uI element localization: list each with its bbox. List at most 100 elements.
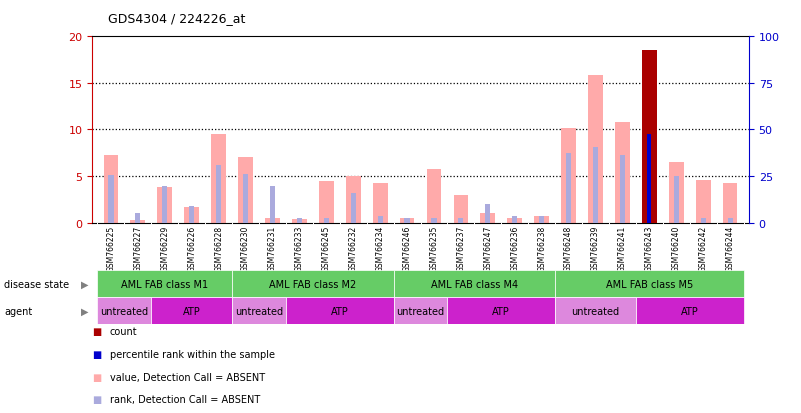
Bar (211, 135, 226, 223)
Bar (265, 218, 280, 223)
Text: count: count (110, 326, 137, 336)
Bar (453, 195, 469, 223)
Text: GSM766245: GSM766245 (322, 225, 331, 272)
Bar (588, 76, 603, 223)
Bar (297, 218, 302, 223)
Bar (405, 218, 409, 223)
Text: GSM766234: GSM766234 (376, 225, 384, 272)
Bar (377, 216, 383, 223)
Bar (108, 176, 114, 223)
Bar (481, 214, 495, 223)
Bar (701, 218, 706, 223)
Bar (647, 135, 651, 223)
Text: GSM766225: GSM766225 (107, 225, 115, 271)
Text: ■: ■ (92, 372, 102, 382)
Text: GSM766227: GSM766227 (134, 225, 143, 271)
Text: AML FAB class M5: AML FAB class M5 (606, 279, 693, 289)
Text: GSM766246: GSM766246 (403, 225, 412, 272)
Bar (135, 214, 140, 223)
Text: GSM766229: GSM766229 (160, 225, 169, 271)
Bar (669, 163, 684, 223)
Bar (238, 158, 253, 223)
Bar (372, 183, 388, 223)
Text: GSM766237: GSM766237 (457, 225, 465, 272)
Text: GSM766241: GSM766241 (618, 225, 627, 271)
Bar (636, 297, 743, 324)
Bar (189, 206, 195, 223)
Text: GSM766226: GSM766226 (187, 225, 196, 271)
Bar (286, 297, 393, 324)
Text: GSM766242: GSM766242 (698, 225, 707, 271)
Bar (458, 218, 464, 223)
Bar (427, 170, 441, 223)
Bar (151, 297, 232, 324)
Text: rank, Detection Call = ABSENT: rank, Detection Call = ABSENT (110, 394, 260, 404)
Bar (566, 153, 571, 223)
Bar (292, 219, 307, 223)
Text: value, Detection Call = ABSENT: value, Detection Call = ABSENT (110, 372, 265, 382)
Text: GDS4304 / 224226_at: GDS4304 / 224226_at (108, 12, 246, 25)
Text: ATP: ATP (331, 306, 348, 316)
Bar (642, 51, 657, 223)
Bar (696, 180, 710, 223)
Bar (432, 218, 437, 223)
Bar (98, 271, 232, 297)
Text: GSM766248: GSM766248 (564, 225, 573, 271)
Text: GSM766230: GSM766230 (241, 225, 250, 272)
Bar (400, 218, 414, 223)
Bar (674, 177, 678, 223)
Text: ATP: ATP (183, 306, 200, 316)
Bar (270, 187, 275, 223)
Text: GSM766236: GSM766236 (510, 225, 519, 272)
Bar (163, 187, 167, 223)
Text: GSM766239: GSM766239 (591, 225, 600, 272)
Text: GSM766238: GSM766238 (537, 225, 546, 271)
Text: untreated: untreated (100, 306, 148, 316)
Bar (98, 297, 151, 324)
Text: ▶: ▶ (81, 306, 88, 316)
Text: GSM766228: GSM766228 (214, 225, 223, 271)
Text: untreated: untreated (396, 306, 445, 316)
Text: GSM766235: GSM766235 (429, 225, 438, 272)
Bar (539, 216, 544, 223)
Bar (393, 271, 555, 297)
Text: ATP: ATP (681, 306, 698, 316)
Text: GSM766232: GSM766232 (348, 225, 358, 271)
Bar (393, 297, 448, 324)
Bar (615, 123, 630, 223)
Bar (346, 177, 360, 223)
Text: ATP: ATP (493, 306, 510, 316)
Bar (243, 175, 248, 223)
Bar (620, 156, 625, 223)
Bar (534, 216, 549, 223)
Bar (727, 218, 733, 223)
Text: GSM766244: GSM766244 (726, 225, 735, 272)
Text: GSM766240: GSM766240 (672, 225, 681, 272)
Bar (324, 218, 329, 223)
Bar (555, 297, 636, 324)
Bar (512, 216, 517, 223)
Bar (723, 184, 738, 223)
Bar (131, 220, 145, 223)
Text: AML FAB class M4: AML FAB class M4 (431, 279, 518, 289)
Text: GSM766233: GSM766233 (295, 225, 304, 272)
Bar (157, 188, 172, 223)
Text: untreated: untreated (235, 306, 283, 316)
Text: ■: ■ (92, 326, 102, 336)
Bar (562, 128, 576, 223)
Bar (232, 297, 286, 324)
Bar (507, 218, 522, 223)
Text: untreated: untreated (571, 306, 619, 316)
Text: ■: ■ (92, 394, 102, 404)
Bar (485, 204, 490, 223)
Bar (593, 148, 598, 223)
Bar (232, 271, 393, 297)
Text: agent: agent (4, 306, 32, 316)
Text: percentile rank within the sample: percentile rank within the sample (110, 349, 275, 359)
Text: ▶: ▶ (81, 279, 88, 289)
Text: AML FAB class M1: AML FAB class M1 (121, 279, 208, 289)
Bar (216, 166, 221, 223)
Text: GSM766247: GSM766247 (483, 225, 493, 272)
Bar (103, 155, 119, 223)
Text: disease state: disease state (4, 279, 69, 289)
